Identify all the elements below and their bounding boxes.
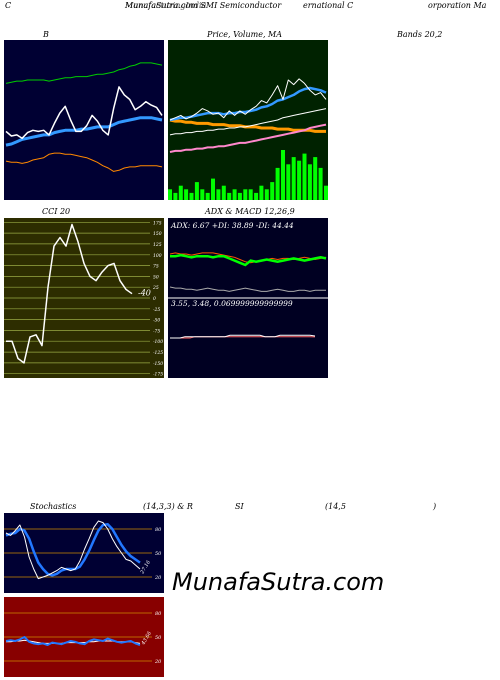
header-mid: ernational C <box>303 1 354 10</box>
volume-bar <box>221 185 226 200</box>
cci-tick-label: -100 <box>153 339 163 345</box>
cci-tick-label: 175 <box>153 220 162 226</box>
rsi-tick-label: 80 <box>155 611 162 617</box>
cci-tick-label: 50 <box>153 274 159 280</box>
adx-macd-chart: ADX: 6.67 +DI: 38.89 -DI: 44.44 3.55, 3.4… <box>168 218 328 378</box>
macd-label: 3.55, 3.48, 0.069999999999999 <box>171 299 293 308</box>
ma-long-line <box>169 108 327 136</box>
volume-bar <box>227 192 232 200</box>
cci-tick-label: 100 <box>153 253 162 259</box>
adx-label: ADX: 6.67 +DI: 38.89 -DI: 44.44 <box>170 221 294 230</box>
cci-chart: 175 150 125 100 75 50 25 0 -25 -50 -75 -100 -125 -150… <box>4 218 164 378</box>
volume-bar <box>275 167 280 200</box>
bands-panel <box>4 40 164 200</box>
volume-bar <box>264 189 269 200</box>
title-b: B <box>43 30 49 39</box>
price-panel <box>168 40 328 200</box>
cci-tick-label: -75 <box>153 328 160 334</box>
title-rsi: SI <box>235 502 244 511</box>
volume-bar <box>205 192 210 200</box>
price-line <box>5 86 163 140</box>
stoch-tick-label: 50 <box>155 551 162 557</box>
volume-bar <box>216 189 221 200</box>
volume-bar <box>254 192 259 200</box>
upper-band-line <box>5 62 163 84</box>
cci-tick-label: 75 <box>153 264 159 270</box>
bands-background <box>4 40 164 200</box>
title-adx: ADX & MACD 12,26,9 <box>205 207 295 216</box>
cci-tick-label: -125 <box>153 350 163 356</box>
cci-tick-label: -175 <box>153 372 163 378</box>
volume-bar <box>286 164 291 200</box>
volume-bar <box>194 182 199 200</box>
volume-bar <box>200 189 205 200</box>
cci-tick-label: 25 <box>152 285 159 291</box>
title-price: Price, Volume, MA <box>207 30 283 39</box>
cci-current-label: -40 <box>138 289 151 298</box>
volume-bar <box>178 185 183 200</box>
header-overlap-brand: ManufacturingIndia <box>125 1 207 10</box>
volume-bar <box>324 185 328 200</box>
header-c: C <box>5 1 12 10</box>
di-plus-line <box>170 253 327 267</box>
header-stock-title: MunafaSutra.com SMI Semiconductor <box>125 1 282 10</box>
adx-line <box>169 286 326 292</box>
volume-bar <box>318 167 323 200</box>
volume-bar <box>259 185 264 200</box>
volume-bar <box>168 189 172 200</box>
volume-bar <box>302 153 307 200</box>
rsi-line <box>5 636 141 646</box>
watermark: MunafaSutra.com <box>172 568 385 596</box>
volume-bar <box>307 164 312 200</box>
volume-bar <box>243 189 248 200</box>
stoch-d-line <box>5 522 141 577</box>
volume-bar <box>173 192 178 200</box>
title-bands: Bands 20,2 <box>397 30 443 39</box>
rsi-tick-label: 20 <box>154 659 162 665</box>
cci-tick-label: -25 <box>153 307 160 313</box>
volume-bar <box>211 178 215 200</box>
cci-tick-label: 150 <box>153 231 162 237</box>
price-background <box>168 40 328 200</box>
title-stoch-params: (14,3,3) & R <box>143 502 193 511</box>
rsi-tick-label: 50 <box>155 635 162 641</box>
volume-bar <box>237 192 242 200</box>
volume-bar <box>232 189 237 200</box>
stoch-tick-label: 80 <box>155 527 162 533</box>
header-right: orporation Ma <box>428 1 487 10</box>
volume-bar <box>297 160 302 200</box>
volume-bar <box>313 157 318 200</box>
title-rsi-params: (14,5 <box>325 502 346 511</box>
volume-bar <box>270 182 275 200</box>
cci-tick-label: 125 <box>153 242 162 248</box>
volume-bar <box>281 150 285 200</box>
lower-band-line <box>5 152 163 172</box>
stoch-panel: 80 50 20 27.16 <box>4 513 164 593</box>
title-cci: CCI 20 <box>42 207 71 216</box>
volume-bar <box>291 157 296 200</box>
cci-tick-label: 0 <box>153 296 156 302</box>
cci-panel: 175 150 125 100 75 50 25 0 -25 -50 -75 -100 -125 -150… <box>4 218 164 378</box>
volume-bar <box>248 189 253 200</box>
price-volume-chart <box>168 40 328 200</box>
cci-tick-label: -150 <box>153 361 163 367</box>
cci-line <box>6 223 133 364</box>
price-line <box>169 78 327 121</box>
adx-macd-panel: ADX: 6.67 +DI: 38.89 -DI: 44.44 3.55, 3.4… <box>168 218 328 378</box>
title-stoch: Stochastics <box>30 502 77 511</box>
macd-line <box>170 334 316 339</box>
volume-bar <box>189 192 194 200</box>
bands-chart <box>4 40 164 200</box>
stoch-tick-label: 20 <box>154 575 162 581</box>
ma-pink-line <box>169 123 327 153</box>
cci-tick-label: -50 <box>153 318 160 324</box>
title-rsi-close: ) <box>433 502 437 511</box>
stoch-k-line <box>5 520 141 580</box>
volume-bar <box>184 189 189 200</box>
rsi-panel: 80 50 20 43.66 <box>4 597 164 677</box>
